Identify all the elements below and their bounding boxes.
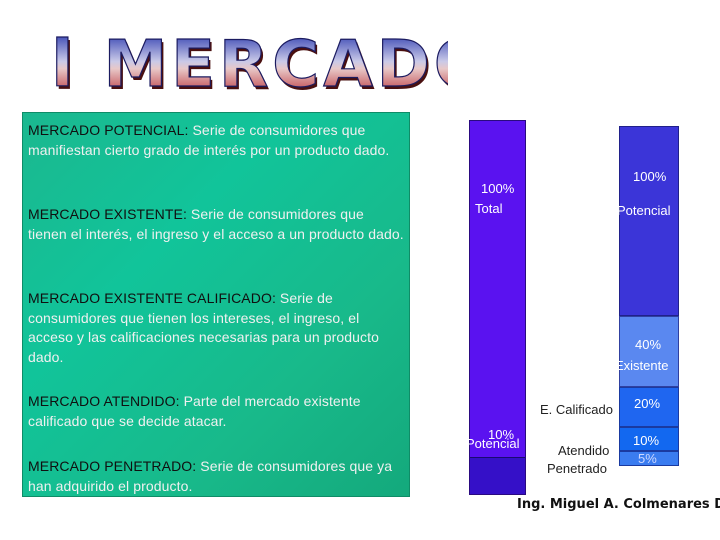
definition-penetrado: MERCADO PENETRADO: Serie de consumidores…: [28, 457, 406, 496]
segment-atendido: [619, 427, 679, 451]
definition-text: Parte del mercado existente calificado q…: [28, 393, 361, 429]
definition-text: Serie de consumidores que ya han adquiri…: [28, 458, 393, 494]
existente-pct: 40%: [635, 337, 662, 352]
atendido-label: Atendido: [558, 443, 610, 458]
potencial-label: Potencial: [617, 203, 671, 218]
definition-calificado: MERCADO EXISTENTE CALIFICADO: Serie de c…: [28, 289, 406, 367]
penetrado-label: Penetrado: [547, 461, 607, 476]
definitions-panel: MERCADO POTENCIAL: Serie de consumidores…: [22, 112, 410, 497]
definition-text: Serie de consumidores que tienen el inte…: [28, 206, 404, 242]
segment-existente: [619, 316, 679, 387]
left-bottom-pct: 10%: [488, 427, 515, 442]
author-credit: Ing. Miguel A. Colmenares D.: [517, 497, 720, 512]
definition-term: MERCADO EXISTENTE CALIFICADO:: [28, 290, 276, 306]
definition-text: Serie de consumidores que manifiestan ci…: [28, 122, 390, 158]
definition-term: MERCADO EXISTENTE:: [28, 206, 187, 222]
segment-calificado: [619, 387, 679, 427]
left-top-name: Total: [475, 201, 503, 216]
page-title: El MERCADO El MERCADO: [48, 27, 448, 102]
market-breakdown-bar: [619, 126, 679, 466]
segment-penetrado: [619, 451, 679, 466]
definition-atendido: MERCADO ATENDIDO: Parte del mercado exis…: [28, 392, 406, 431]
definition-term: MERCADO PENETRADO:: [28, 458, 197, 474]
definition-term: MERCADO ATENDIDO:: [28, 393, 180, 409]
existente-label: Existente: [615, 358, 669, 373]
definition-term: MERCADO POTENCIAL:: [28, 122, 189, 138]
left-top-pct: 100%: [481, 181, 515, 196]
left-bottom-name: Potencial: [466, 436, 520, 451]
potencial-segment: [470, 457, 525, 494]
penetrado-pct: 5%: [638, 451, 657, 466]
calificado-label: E. Calificado: [540, 402, 613, 417]
total-market-bar: [469, 120, 526, 495]
potencial-pct: 100%: [633, 169, 667, 184]
title-text: El MERCADO: [48, 28, 448, 102]
definition-existente: MERCADO EXISTENTE: Serie de consumidores…: [28, 205, 406, 244]
title-shadow: El MERCADO: [48, 31, 448, 102]
calificado-pct: 20%: [634, 396, 661, 411]
definition-potencial: MERCADO POTENCIAL: Serie de consumidores…: [28, 121, 406, 160]
definition-text: Serie de consumidores que tienen los int…: [28, 290, 380, 365]
segment-potencial: [619, 126, 679, 316]
atendido-pct: 10%: [633, 433, 660, 448]
